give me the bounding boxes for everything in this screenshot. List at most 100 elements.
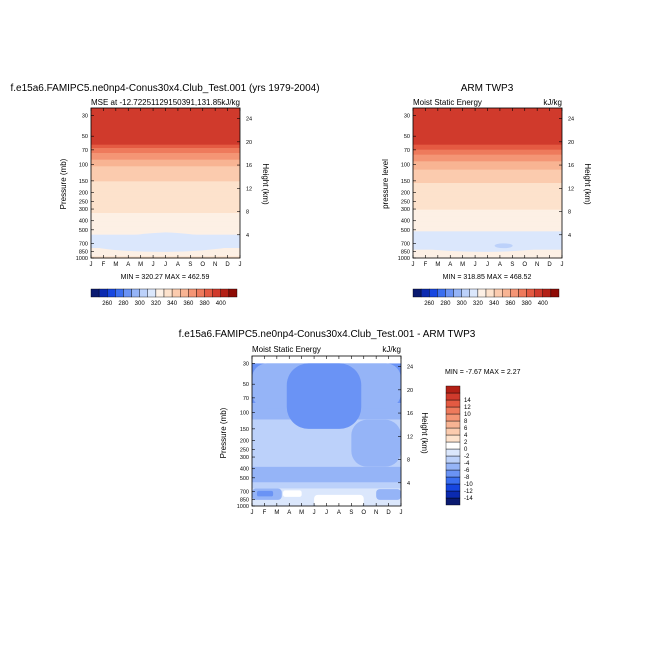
contour-band: [91, 176, 240, 179]
y2-tick-label: 16: [246, 163, 252, 169]
y-tick-label: 850: [240, 497, 249, 503]
contour-band: [413, 119, 562, 122]
contour-band: [91, 134, 240, 137]
x-tick-label: O: [361, 510, 366, 516]
x-tick-label: A: [498, 262, 502, 268]
colorbar-box: [188, 288, 197, 298]
y-tick-label: 850: [79, 249, 88, 255]
contour-band: [413, 121, 562, 124]
contour-band: [413, 131, 562, 134]
y2-tick-label: 16: [407, 411, 413, 417]
colorbar-box: [196, 288, 205, 298]
y-tick-label: 100: [79, 162, 88, 168]
x-tick-label: J: [313, 510, 316, 516]
colorbar-box: [445, 399, 461, 408]
contour-band: [91, 189, 240, 192]
contour-band: [91, 126, 240, 129]
contour-band: [413, 213, 562, 216]
contour-band: [413, 173, 562, 176]
contour-band: [413, 224, 562, 227]
colorbar-box: [98, 288, 108, 298]
contour-band: [91, 209, 240, 212]
x-tick-label: J: [239, 262, 242, 268]
y2-tick-label: 24: [246, 117, 252, 123]
colorbar-box: [445, 490, 461, 499]
colorbar-box: [204, 288, 213, 298]
x-tick-label: A: [287, 510, 291, 516]
colorbar-box: [171, 288, 181, 298]
contour-band: [91, 131, 240, 134]
y-tick-label: 250: [79, 200, 88, 206]
panel-obs-title: ARM TWP3: [461, 83, 514, 94]
colorbar-box: [550, 288, 560, 298]
y2-tick-label: 16: [568, 163, 574, 169]
x-tick-label: F: [102, 262, 106, 268]
x-tick-label: A: [448, 262, 452, 268]
contour-band: [91, 124, 240, 127]
contour-band: [91, 169, 240, 172]
contour-band: [91, 143, 240, 146]
y-tick-label: 300: [401, 207, 410, 213]
colorbar-box: [534, 288, 543, 298]
panel-model-left-string: MSE at -12.72251129150391,131.85: [91, 98, 222, 107]
colorbar-label: 280: [118, 301, 129, 307]
panel-diff-ylabel: Pressure (mb): [219, 407, 228, 458]
y2-tick-label: 12: [246, 186, 252, 192]
contour-field: [91, 108, 240, 259]
colorbar-box: [445, 441, 461, 450]
x-tick-label: M: [138, 262, 143, 268]
colorbar-box: [147, 288, 157, 298]
x-tick-label: J: [251, 510, 254, 516]
contour-band: [91, 223, 240, 226]
panel-obs: ARM TWP3 Moist Static Energy kJ/kg press…: [381, 83, 592, 307]
contour-band: [413, 216, 562, 219]
contour-band: [91, 138, 240, 141]
contour-band: [413, 228, 562, 231]
x-tick-label: J: [474, 262, 477, 268]
contour-band: [413, 196, 562, 199]
contour-band: [413, 229, 562, 232]
contour-band: [91, 161, 240, 164]
contour-band: [413, 133, 562, 136]
colorbar-label: 340: [489, 301, 500, 307]
y2-axis: 24 20 16 12 8 4: [398, 365, 413, 487]
colorbar-label: -10: [464, 482, 473, 488]
contour-band: [413, 253, 562, 256]
y-tick-label: 50: [404, 134, 410, 140]
panel-obs-minmax: MIN = 318.85 MAX = 468.52: [443, 274, 532, 281]
contour-band: [413, 136, 562, 139]
contour-band: [413, 154, 562, 157]
contour-band: [413, 129, 562, 132]
y-tick-label: 500: [401, 228, 410, 234]
y2-tick-label: 8: [246, 210, 249, 216]
contour-band: [413, 204, 562, 207]
colorbar-label: 6: [464, 426, 468, 432]
contour-band: [91, 199, 240, 202]
contour-band: [91, 191, 240, 194]
y-tick-label: 100: [401, 162, 410, 168]
contour-band: [413, 183, 562, 186]
contour-band: [413, 201, 562, 204]
y-tick-label: 300: [79, 207, 88, 213]
colorbar-box: [485, 288, 495, 298]
contour-band: [91, 253, 240, 256]
y-tick-label: 30: [404, 113, 410, 119]
x-tick-label: A: [337, 510, 341, 516]
y2-tick-label: 4: [568, 233, 571, 239]
x-tick-label: D: [225, 262, 230, 268]
colorbar-box: [445, 448, 461, 457]
y-tick-label: 500: [79, 228, 88, 234]
x-tick-label: M: [460, 262, 465, 268]
contour-band: [91, 193, 240, 196]
x-tick-label: M: [274, 510, 279, 516]
contour-band: [413, 211, 562, 214]
colorbar-box: [445, 413, 461, 422]
contour-band: [413, 209, 562, 212]
y2-tick-label: 8: [407, 458, 410, 464]
colorbar-label: 0: [464, 447, 468, 453]
contour-band: [413, 219, 562, 222]
